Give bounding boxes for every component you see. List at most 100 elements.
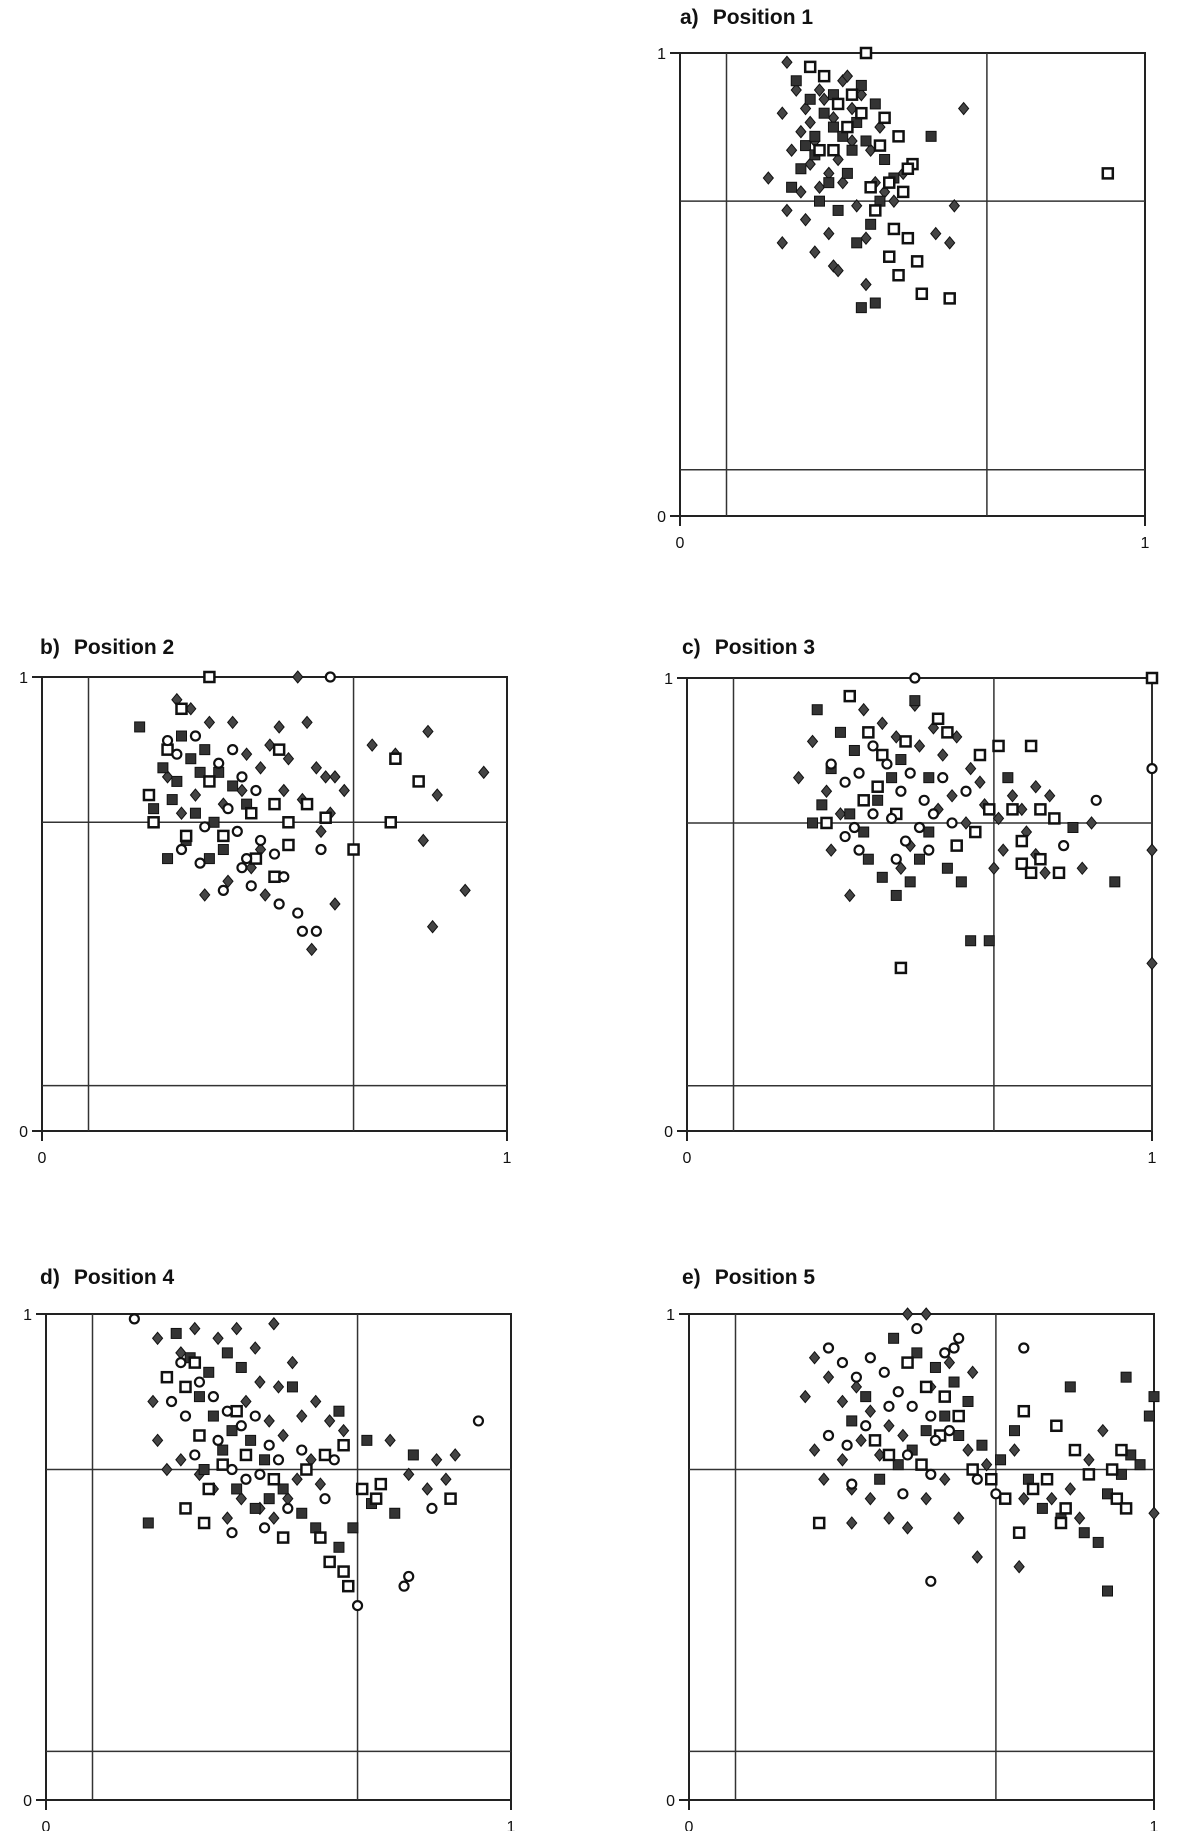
data-point-square-open (896, 185, 910, 199)
data-point-diamond (913, 739, 926, 753)
data-point-diamond (808, 1443, 821, 1457)
data-point-square-open (300, 797, 314, 811)
data-point-circle (319, 1493, 331, 1505)
data-point-circle (199, 821, 211, 833)
data-point-square-filled (823, 177, 835, 189)
data-point-diamond (988, 861, 1000, 876)
data-point-diamond (151, 1331, 164, 1346)
data-point-square-filled (911, 1347, 923, 1359)
data-point-diamond (795, 124, 807, 139)
data-point-diamond (1146, 956, 1158, 971)
data-point-diamond (175, 806, 188, 820)
data-point-square-filled (208, 816, 220, 828)
panel-label: a) (680, 6, 699, 29)
y-tick-label: 0 (23, 1793, 32, 1810)
y-tick-label: 1 (23, 1307, 32, 1324)
data-point-diamond (776, 236, 788, 250)
data-point-square-open (973, 748, 987, 762)
data-point-square-open (1026, 1482, 1040, 1496)
data-point-square-open (1034, 852, 1047, 866)
data-point-square-filled (846, 1415, 858, 1427)
data-point-circle (943, 1425, 955, 1437)
data-point-diamond (319, 770, 332, 784)
data-point-square-filled (858, 826, 870, 838)
data-point-square-open (1040, 1472, 1054, 1486)
data-point-diamond (776, 106, 788, 120)
data-point-square-filled (166, 794, 178, 806)
data-point-square-filled (955, 876, 967, 888)
data-point-diamond (960, 816, 972, 830)
data-point-square-filled (804, 93, 816, 105)
data-point-diamond (306, 942, 318, 957)
data-point-diamond (417, 833, 429, 848)
data-point-square-open (1115, 1443, 1128, 1457)
data-point-circle (897, 1488, 909, 1500)
data-point-circle (839, 776, 851, 788)
data-point-circle (913, 821, 926, 834)
data-point-square-filled (176, 730, 187, 742)
data-point-square-filled (217, 1444, 229, 1456)
data-point-square-open (412, 775, 425, 788)
data-point-square-filled (286, 1381, 298, 1393)
data-point-circle (171, 748, 183, 760)
data-point-square-open (892, 268, 905, 282)
data-point-diamond (837, 175, 849, 190)
data-point-square-open (817, 69, 831, 83)
data-point-circle (250, 784, 262, 797)
y-tick-label: 0 (19, 1124, 28, 1141)
data-point-circle (254, 1468, 266, 1480)
data-point-circle (324, 671, 336, 683)
data-point-square-filled (846, 144, 858, 156)
data-point-square-filled (296, 1507, 308, 1519)
x-tick-label: 1 (503, 1150, 512, 1167)
data-point-circle (231, 825, 243, 837)
panel-title-text: Position 5 (714, 1266, 816, 1289)
data-point-diamond (366, 738, 378, 752)
data-point-square-open (915, 287, 929, 301)
data-point-square-filled (809, 130, 821, 142)
data-point-square-open (883, 176, 896, 189)
data-point-diamond (876, 716, 888, 731)
data-point-square-open (1017, 1404, 1031, 1418)
data-point-circle (886, 812, 898, 825)
data-point-diamond (291, 1472, 303, 1487)
scatter-panel-a: a) Position 1 0 1 0 1 (620, 0, 1170, 575)
data-point-square-filled (811, 704, 823, 716)
data-point-diamond (832, 263, 844, 278)
data-point-square-filled (389, 1507, 401, 1519)
data-point-diamond (329, 897, 341, 911)
data-point-square-filled (890, 889, 902, 901)
data-point-square-open (1105, 1463, 1119, 1476)
data-point-square-open (203, 775, 216, 788)
data-point-circle (398, 1580, 410, 1592)
data-point-diamond (790, 83, 802, 97)
data-point-square-open (1012, 1526, 1026, 1539)
data-point-circle (227, 744, 239, 756)
panel-label: c) (682, 636, 701, 659)
data-point-square-open (892, 130, 905, 143)
data-point-diamond (1083, 1453, 1095, 1467)
data-point-diamond (846, 101, 858, 116)
data-point-square-open (355, 1482, 369, 1496)
data-point-circle (909, 672, 921, 684)
data-point-circle (853, 767, 865, 779)
data-point-square-filled (199, 744, 211, 756)
data-point-diamond (897, 1428, 909, 1443)
data-point-square-filled (786, 181, 798, 193)
data-point-circle (1146, 763, 1158, 775)
data-point-circle (860, 1420, 872, 1432)
data-point-circle (403, 1570, 415, 1583)
data-point-square-filled (263, 1493, 275, 1505)
data-point-diamond (818, 1472, 830, 1487)
data-point-square-filled (134, 721, 146, 733)
scatter-panel-d: d) Position 4 0 1 0 1 (0, 1256, 560, 1831)
data-point-circle (189, 730, 202, 742)
data-point-diamond (883, 1418, 895, 1433)
data-point-square-filled (203, 853, 215, 865)
data-point-square-open (855, 106, 868, 120)
scatter-plot-e: 0 1 0 1 (666, 1307, 1160, 1831)
data-point-square-filled (1102, 1585, 1113, 1597)
data-point-square-filled (795, 163, 807, 175)
data-point-diamond (964, 761, 977, 776)
data-point-circle (953, 1332, 965, 1344)
